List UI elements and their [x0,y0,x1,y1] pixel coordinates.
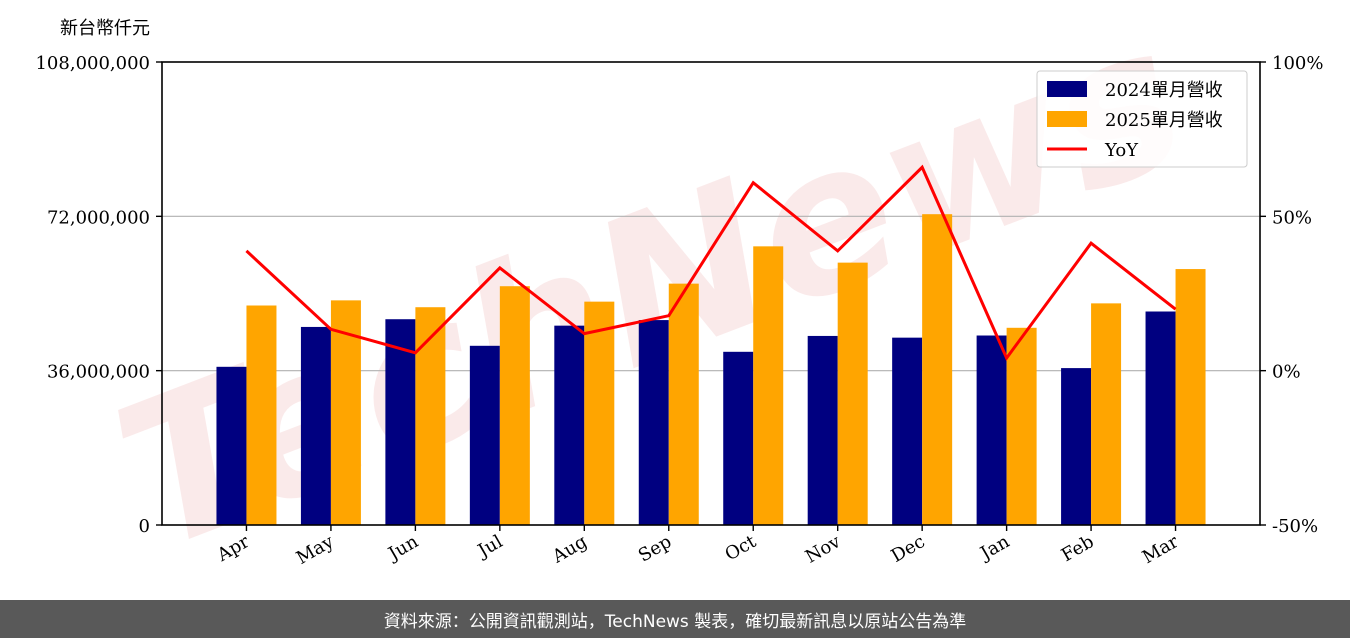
bar-2024 [1145,311,1176,525]
x-tick-label: Nov [802,531,845,568]
y2-tick-label: 50% [1272,207,1312,228]
bar-2024 [385,319,416,525]
unit-label: 新台幣仟元 [60,18,150,39]
bar-2025 [837,262,868,525]
revenue-chart: TechNews 036,000,00072,000,000108,000,00… [35,0,1323,596]
x-tick-label: Oct [721,531,760,566]
legend-swatch [1047,111,1087,127]
legend-box [1036,70,1248,168]
legend-label: 2025單月營收 [1105,110,1223,131]
bar-2024 [1061,368,1092,525]
bar-2024 [976,335,1007,525]
bar-2025 [246,305,277,525]
y-tick-label: 0 [139,516,150,537]
bar-2025 [584,301,615,525]
y-tick-label: 108,000,000 [35,53,150,74]
bar-2024 [638,320,669,525]
bar-2024 [892,337,923,525]
bar-2024 [723,351,754,525]
footer-source: 資料來源：公開資訊觀測站，TechNews 製表，確切最新訊息以原站公告為準 [0,600,1350,638]
x-tick-label: Jun [383,531,422,566]
bar-2024 [554,325,585,525]
bar-2025 [922,214,953,525]
yoy-line-layer [245,164,1177,361]
bar-2025 [1006,327,1037,525]
legend-label: YoY [1104,140,1139,161]
y2-tick-label: 0% [1272,362,1301,383]
y2-tick-label: -50% [1272,516,1318,537]
bar-2025 [1091,303,1122,525]
bar-2024 [300,326,331,525]
x-tick-label: Mar [1139,531,1183,568]
legend-label: 2024單月營收 [1105,80,1223,101]
bar-2025 [499,286,530,525]
footer-source-text: 資料來源：公開資訊觀測站，TechNews 製表，確切最新訊息以原站公告為準 [383,611,967,632]
x-tick-label: Sep [635,531,675,566]
x-tick-label: Jul [473,531,507,563]
legend-swatch [1047,81,1087,97]
yoy-line [245,164,1177,361]
x-tick-label: Feb [1058,531,1098,566]
y-tick-label: 36,000,000 [47,362,150,383]
y2-tick-label: 100% [1272,53,1323,74]
bar-2024 [469,345,500,525]
bar-2024 [216,366,247,525]
bars [216,214,1206,525]
x-tick-label: Dec [888,531,929,567]
bar-2024 [807,335,838,525]
bar-2025 [668,283,699,525]
x-tick-label: Aug [548,531,591,568]
axes [156,61,1266,531]
bar-2025 [753,246,784,525]
legend: 2024單月營收 2025單月營收 YoY [1036,70,1248,168]
y-tick-label: 72,000,000 [47,207,150,228]
bar-2025 [1175,269,1206,525]
x-tick-label: Jan [975,531,1013,565]
bar-2025 [415,307,446,525]
plot-frame [161,61,1261,526]
